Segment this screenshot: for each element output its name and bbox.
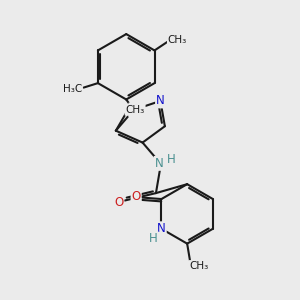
Text: H₃C: H₃C xyxy=(63,84,82,94)
Text: N: N xyxy=(129,103,138,116)
Text: O: O xyxy=(131,190,141,202)
Text: N: N xyxy=(156,94,165,107)
Text: N: N xyxy=(157,222,166,235)
Text: CH₃: CH₃ xyxy=(125,105,145,115)
Text: H: H xyxy=(167,153,176,166)
Text: CH₃: CH₃ xyxy=(168,35,187,45)
Text: CH₃: CH₃ xyxy=(189,261,209,271)
Text: O: O xyxy=(114,196,123,208)
Text: N: N xyxy=(154,157,163,170)
Text: H: H xyxy=(149,232,158,245)
